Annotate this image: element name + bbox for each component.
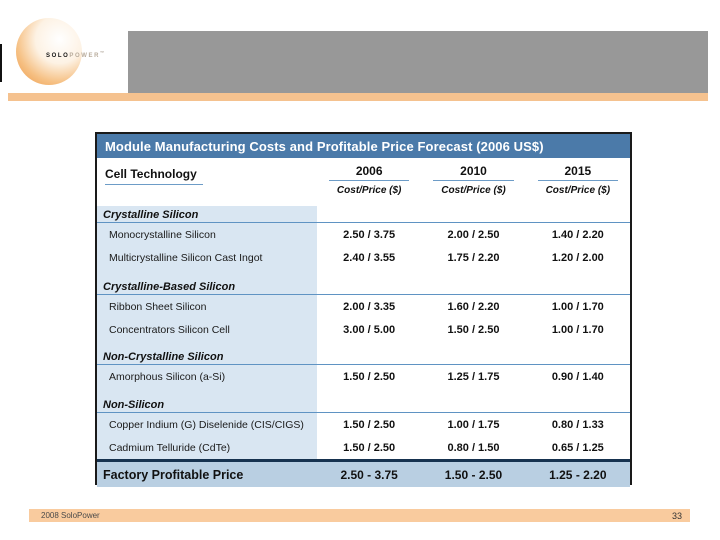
year-label: 2006 [329,164,410,181]
value-2006: 2.40 / 3.55 [343,251,396,264]
value-2010: 1.75 / 2.20 [447,251,500,264]
logo-text-power: POWER [69,53,101,59]
header-orange-rule [8,93,708,101]
cost-forecast-table: Module Manufacturing Costs and Profitabl… [95,132,632,487]
cost-price-label: Cost/Price ($) [441,185,506,196]
header-gray-band [128,31,708,93]
year-column-headers: 2006 Cost/Price ($) 2010 Cost/Price ($) … [97,164,630,196]
table-header-row: Cell Technology 2006 Cost/Price ($) 2010… [97,158,630,206]
page-number: 33 [671,510,682,521]
row-label: Amorphous Silicon (a-Si) [109,370,226,383]
table-title: Module Manufacturing Costs and Profitabl… [97,134,630,158]
row-label: Monocrystalline Silicon [109,228,216,241]
row-label: Cadmium Telluride (CdTe) [109,441,231,454]
logo-text-solo: SOLO [46,53,70,59]
table-row: Concentrators Silicon Cell 3.00 / 5.00 1… [97,318,630,341]
value-2010: 1.00 / 1.75 [447,418,500,431]
value-2015: 1.40 / 2.20 [551,228,604,241]
value-2006: 2.00 / 3.35 [343,300,396,313]
value-2006: 1.50 / 2.50 [343,370,396,383]
value-2006: 3.00 / 5.00 [343,323,396,336]
slide-footer-bar: 2008 SoloPower 33 [29,509,690,522]
table-row: Ribbon Sheet Silicon 2.00 / 3.35 1.60 / … [97,295,630,318]
group-row-non-crystalline-silicon: Non-Crystalline Silicon [97,348,630,365]
row-label: Concentrators Silicon Cell [109,323,230,336]
value-2006: 2.50 / 3.75 [343,228,396,241]
value-2015: 1.00 / 1.70 [551,323,604,336]
value-2015: 1.00 / 1.70 [551,300,604,313]
solopower-logo-wordmark: SOLOPOWER™ [46,50,104,59]
row-label: Ribbon Sheet Silicon [109,300,207,313]
table-body: Crystalline Silicon Monocrystalline Sili… [97,206,630,459]
table-row: Cadmium Telluride (CdTe) 1.50 / 2.50 0.8… [97,436,630,459]
value-2015: 1.20 / 2.00 [551,251,604,264]
value-2015: 0.80 / 1.33 [551,418,604,431]
group-label: Crystalline-Based Silicon [103,281,236,293]
year-label: 2010 [433,164,514,181]
table-row: Monocrystalline Silicon 2.50 / 3.75 2.00… [97,223,630,246]
footer-value-2006: 2.50 - 3.75 [340,467,398,482]
value-2010: 0.80 / 1.50 [447,441,500,454]
group-label: Non-Silicon [103,399,165,411]
footer-value-2010: 1.50 - 2.50 [444,467,503,482]
factory-profitable-price-row: Factory Profitable Price 2.50 - 3.75 1.5… [97,459,630,487]
group-row-non-silicon: Non-Silicon [97,396,630,413]
group-label: Crystalline Silicon [103,209,199,221]
technology-column-background [97,206,317,459]
value-2010: 2.00 / 2.50 [447,228,500,241]
year-label: 2015 [537,164,618,181]
cost-price-label: Cost/Price ($) [545,185,611,196]
value-2010: 1.50 / 2.50 [447,323,500,336]
table-row: Multicrystalline Silicon Cast Ingot 2.40… [97,246,630,269]
value-2010: 1.60 / 2.20 [447,300,500,313]
column-header-2010: 2010 Cost/Price ($) [421,164,525,196]
value-2006: 1.50 / 2.50 [343,441,396,454]
table-row: Copper Indium (G) Diselenide (CIS/CIGS) … [97,413,630,436]
left-edge-accent [0,44,2,82]
column-header-2006: 2006 Cost/Price ($) [317,164,421,196]
table-row: Amorphous Silicon (a-Si) 1.50 / 2.50 1.2… [97,365,630,388]
column-header-2015: 2015 Cost/Price ($) [526,164,630,196]
row-label: Multicrystalline Silicon Cast Ingot [109,251,263,264]
logo-trademark: ™ [100,50,105,55]
header-spacer [97,164,317,196]
value-2010: 1.25 / 1.75 [447,370,500,383]
value-2015: 0.90 / 1.40 [551,370,604,383]
group-row-crystalline-silicon: Crystalline Silicon [97,206,630,223]
cost-price-label: Cost/Price ($) [336,185,402,196]
footer-value-2015: 1.25 - 2.20 [549,467,607,482]
footer-row-label: Factory Profitable Price [103,467,244,482]
group-row-crystalline-based-silicon: Crystalline-Based Silicon [97,278,630,295]
copyright-text: 2008 SoloPower [41,511,100,520]
group-label: Non-Crystalline Silicon [103,351,224,363]
row-label: Copper Indium (G) Diselenide (CIS/CIGS) [109,418,304,431]
column-header-cell-technology: Cell Technology [105,167,203,185]
value-2006: 1.50 / 2.50 [343,418,396,431]
value-2015: 0.65 / 1.25 [551,441,604,454]
solopower-logo-icon [16,18,82,85]
